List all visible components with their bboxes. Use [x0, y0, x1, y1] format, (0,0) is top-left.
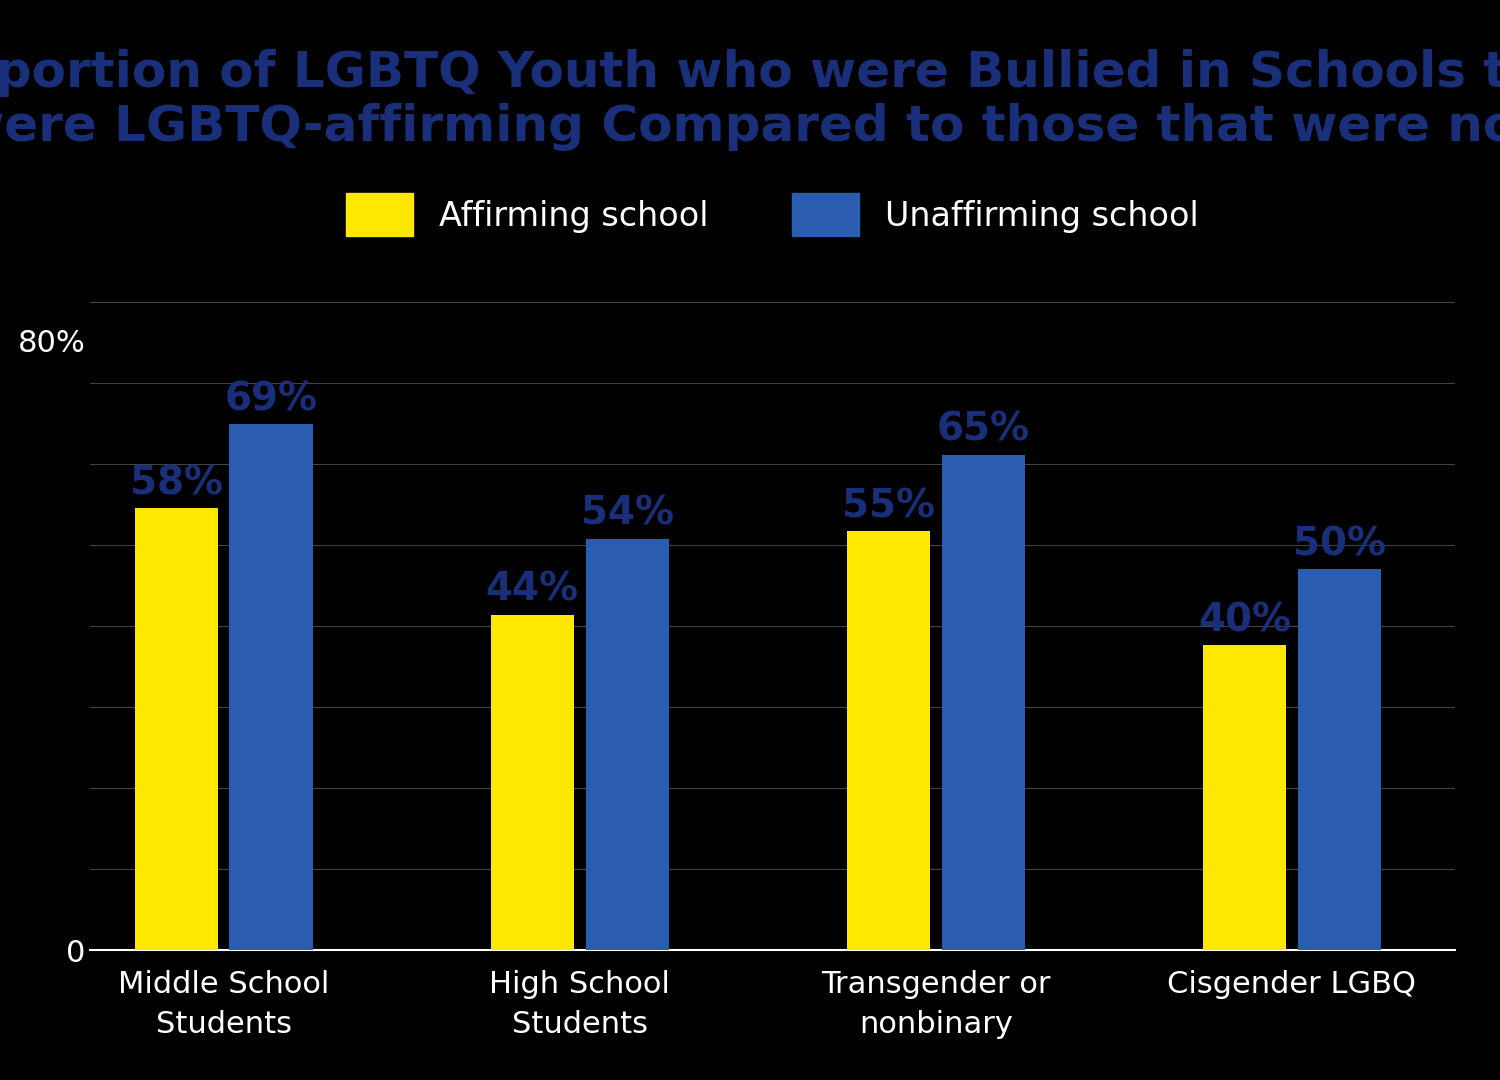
- Text: 40%: 40%: [1198, 602, 1292, 639]
- Text: 65%: 65%: [936, 410, 1029, 449]
- Text: 58%: 58%: [129, 464, 222, 502]
- Legend: Affirming school, Unaffirming school: Affirming school, Unaffirming school: [328, 176, 1216, 253]
- Bar: [135, 509, 218, 950]
- Text: 69%: 69%: [225, 380, 318, 418]
- Bar: [585, 539, 669, 950]
- Bar: [490, 615, 573, 950]
- Text: 50%: 50%: [1293, 525, 1386, 563]
- Text: Proportion of LGBTQ Youth who were Bullied in Schools that: Proportion of LGBTQ Youth who were Bulli…: [0, 49, 1500, 96]
- Bar: [846, 531, 930, 950]
- Bar: [1203, 646, 1286, 950]
- Text: were LGBTQ-affirming Compared to those that were not: were LGBTQ-affirming Compared to those t…: [0, 103, 1500, 150]
- Text: 54%: 54%: [580, 495, 674, 532]
- Bar: [230, 424, 312, 950]
- Bar: [942, 455, 1024, 950]
- Text: 44%: 44%: [486, 571, 579, 609]
- Bar: [1298, 569, 1382, 950]
- Text: 55%: 55%: [842, 487, 934, 525]
